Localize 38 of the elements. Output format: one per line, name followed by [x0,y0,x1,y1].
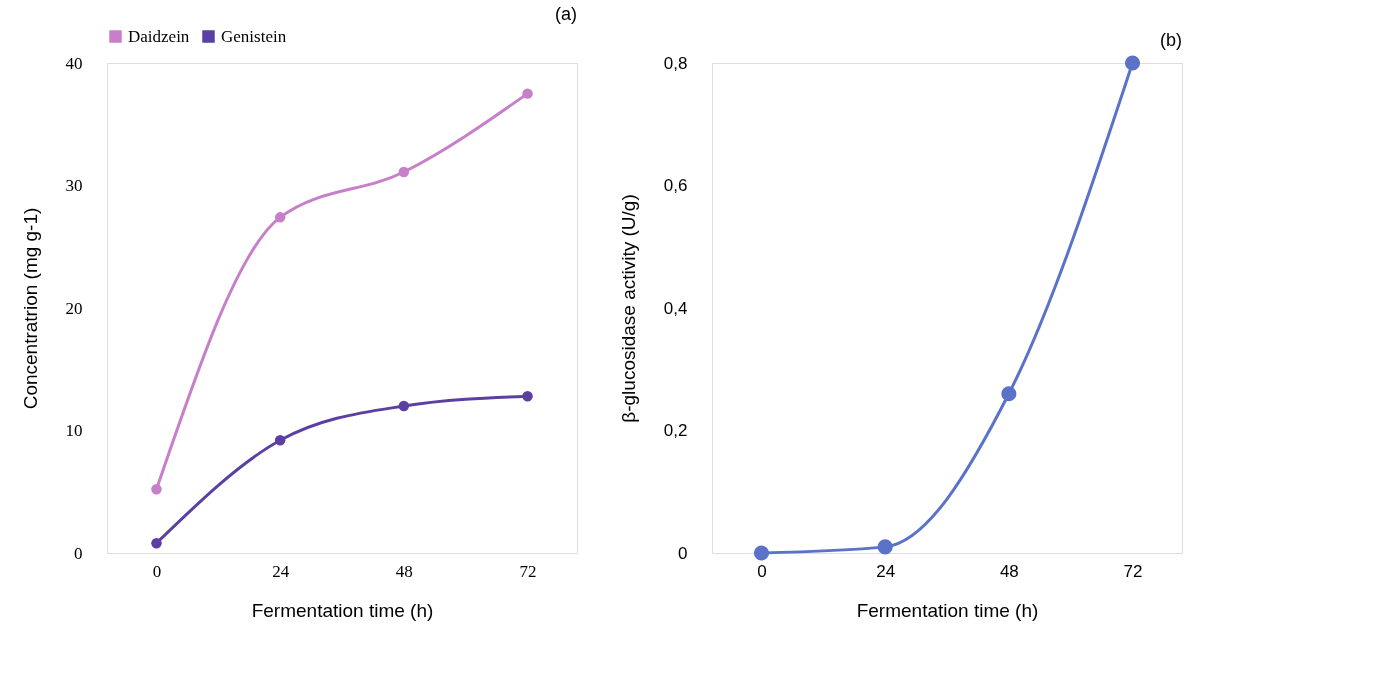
point [151,484,162,495]
legend-label: Genistein [221,26,287,46]
x-tick-label: 72 [1123,561,1143,581]
x-tick-label: 72 [519,561,537,581]
point [522,88,533,99]
x-tick-label: 24 [876,561,896,581]
y-tick-label: 0 [74,543,83,563]
point [274,435,286,446]
y-tick-label: 0,6 [663,176,688,195]
y-tick-label: 0,2 [663,421,688,440]
x-axis-title: Fermentation time (h) [856,599,1039,621]
y-axis-title: Concentratrion (mg g-1) [19,207,41,410]
point [398,400,410,412]
y-tick-label: 40 [65,53,83,73]
point [753,545,770,561]
y-tick-label: 20 [65,298,83,318]
x-tick-label: 24 [272,561,290,581]
y-axis-title: β-glucosidase activity (U/g) [617,194,639,423]
point [1001,386,1017,402]
point [274,212,286,223]
y-tick-label: 0,8 [663,53,688,73]
x-tick-label: 0 [152,561,162,581]
chart-title: (a) [555,4,577,24]
point [522,390,533,402]
y-tick-label: 0 [678,543,688,563]
y-tick-label: 30 [65,176,83,195]
legend-label: Daidzein [128,26,190,46]
x-axis-title: Fermentation time (h) [251,599,434,621]
x-tick-label: 0 [757,561,767,581]
x-tick-label: 48 [999,561,1019,581]
y-tick-label: 0,4 [663,298,688,318]
chart-title: (b) [1160,30,1182,50]
point [398,166,410,178]
point [1124,55,1141,71]
point [151,537,162,549]
point [877,539,893,555]
y-tick-label: 10 [65,421,83,440]
x-tick-label: 48 [395,561,413,581]
